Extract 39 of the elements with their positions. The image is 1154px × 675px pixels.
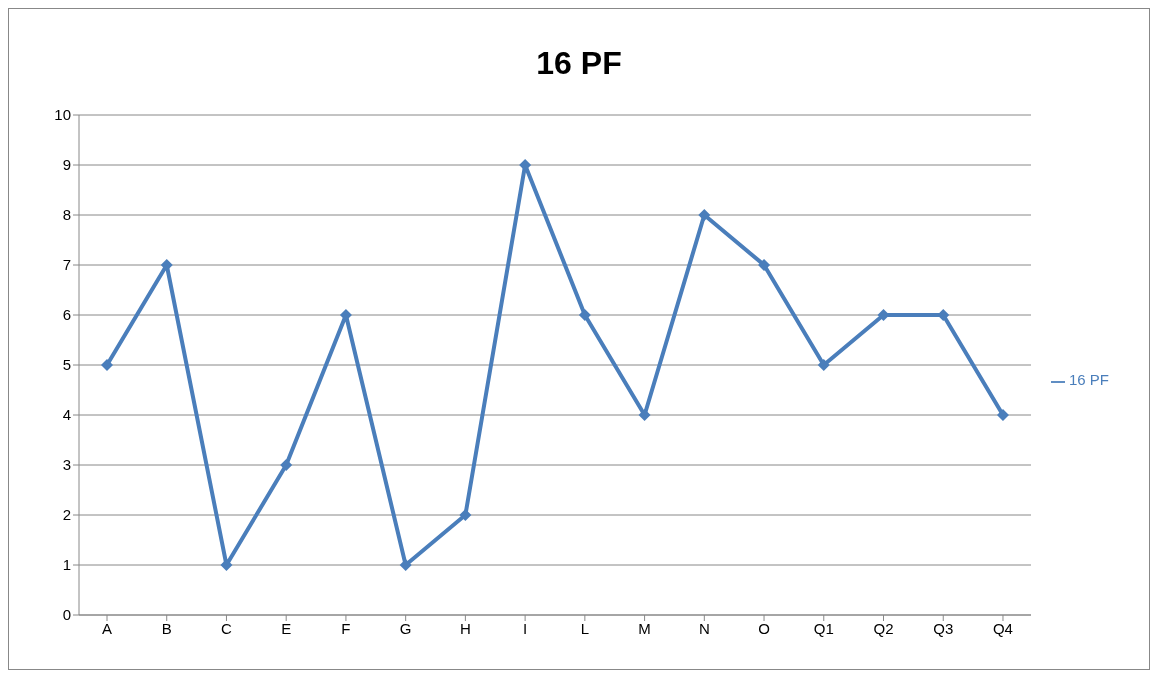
- y-tick-label: 6: [62, 306, 71, 324]
- point: [996, 409, 1009, 421]
- x-tick-label: B: [161, 619, 172, 637]
- point: [578, 309, 591, 321]
- x-tick-label: L: [580, 619, 590, 637]
- x-tick-label: I: [523, 619, 528, 637]
- point: [758, 259, 771, 271]
- y-tick-label: 2: [62, 506, 71, 524]
- y-tick-label: 8: [62, 206, 71, 224]
- point: [101, 359, 113, 371]
- point: [280, 459, 293, 471]
- x-tick-label: M: [638, 619, 651, 637]
- point: [638, 409, 651, 421]
- x-tick-label: Q4: [992, 619, 1013, 637]
- x-tick-label: C: [221, 619, 233, 637]
- y-tick-label: 3: [62, 456, 71, 474]
- chart-title: 16 PF: [535, 44, 623, 83]
- x-tick-label: Q3: [933, 619, 954, 637]
- legend-label: 16 PF: [1068, 371, 1109, 389]
- y-tick-label: 9: [62, 156, 71, 174]
- y-tick-label: 10: [54, 106, 71, 124]
- point: [817, 359, 830, 371]
- x-tick-label: G: [399, 619, 412, 637]
- y-tick-label: 5: [62, 356, 71, 374]
- x-tick-label: Q2: [873, 619, 894, 637]
- x-tick-label: O: [758, 619, 770, 637]
- y-tick-label: 4: [62, 406, 71, 424]
- x-tick-label: H: [459, 619, 471, 637]
- x-tick-label: Q1: [813, 619, 834, 637]
- y-tick-label: 1: [62, 556, 71, 574]
- point: [399, 559, 412, 571]
- x-tick-label: E: [281, 619, 292, 637]
- x-tick-label: F: [341, 619, 351, 637]
- x-tick-label: A: [101, 619, 113, 637]
- y-tick-label: 0: [62, 606, 71, 624]
- point: [698, 209, 711, 221]
- x-tick-label: N: [698, 619, 710, 637]
- point: [459, 509, 472, 521]
- y-tick-label: 7: [62, 256, 71, 274]
